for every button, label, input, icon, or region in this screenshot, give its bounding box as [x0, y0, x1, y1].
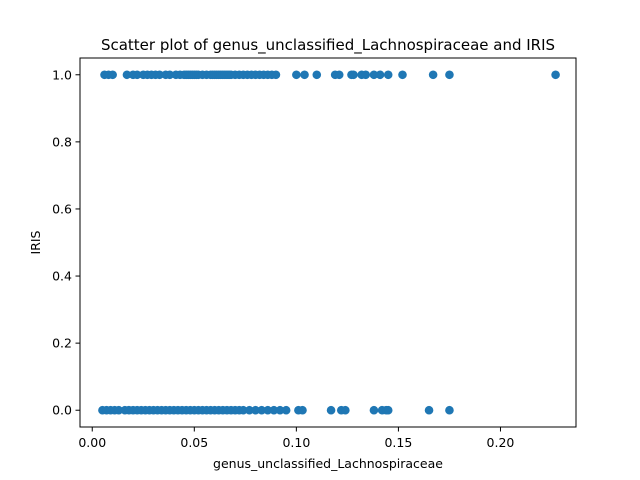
x-tick-label: 0.00: [78, 435, 106, 450]
data-point: [383, 405, 393, 415]
x-axis-label: genus_unclassified_Lachnospiraceae: [213, 456, 443, 471]
data-point: [424, 405, 434, 415]
data-point: [122, 70, 132, 80]
data-point: [275, 405, 285, 415]
data-point: [263, 405, 273, 415]
chart-title: Scatter plot of genus_unclassified_Lachn…: [101, 36, 555, 55]
data-point: [114, 405, 124, 415]
data-point: [312, 70, 322, 80]
y-tick-label: 0.0: [52, 403, 72, 418]
y-tick-label: 0.4: [52, 269, 72, 284]
data-point: [238, 405, 248, 415]
data-point: [445, 70, 454, 80]
y-tick-label: 1.0: [52, 67, 72, 82]
x-tick-label: 0.20: [487, 435, 515, 450]
y-tick-label: 0.8: [52, 134, 72, 149]
data-point: [445, 405, 454, 415]
plot-frame: [79, 57, 577, 428]
data-point: [165, 70, 175, 80]
data-point: [369, 405, 379, 415]
data-point: [551, 70, 560, 80]
x-tick-label: 0.15: [384, 435, 412, 450]
data-point: [383, 70, 393, 80]
data-point: [108, 70, 117, 80]
data-point: [281, 405, 291, 415]
data-point: [334, 70, 344, 80]
data-point: [271, 70, 281, 80]
data-points: [98, 70, 560, 415]
data-point: [428, 70, 438, 80]
data-point: [361, 70, 371, 80]
data-point: [369, 70, 379, 80]
data-point: [292, 70, 301, 80]
data-point: [245, 405, 254, 415]
y-tick-label: 0.2: [52, 336, 72, 351]
data-point: [257, 405, 266, 415]
data-point: [300, 70, 309, 80]
x-axis-ticks: 0.00 0.05 0.10 0.15 0.20: [78, 427, 514, 450]
data-point: [269, 405, 279, 415]
data-point: [251, 405, 260, 415]
data-point: [341, 405, 350, 415]
data-point: [155, 70, 164, 80]
x-tick-label: 0.10: [282, 435, 310, 450]
y-axis-ticks: 0.0 0.2 0.4 0.6 0.8 1.0: [52, 67, 80, 418]
x-tick-label: 0.05: [180, 435, 208, 450]
data-point: [326, 405, 336, 415]
y-tick-label: 0.6: [52, 201, 72, 216]
data-point: [298, 405, 307, 415]
data-point: [375, 70, 385, 80]
y-axis-label: IRIS: [28, 230, 43, 254]
data-point: [398, 70, 407, 80]
data-point: [349, 70, 358, 80]
data-point: [132, 70, 142, 80]
